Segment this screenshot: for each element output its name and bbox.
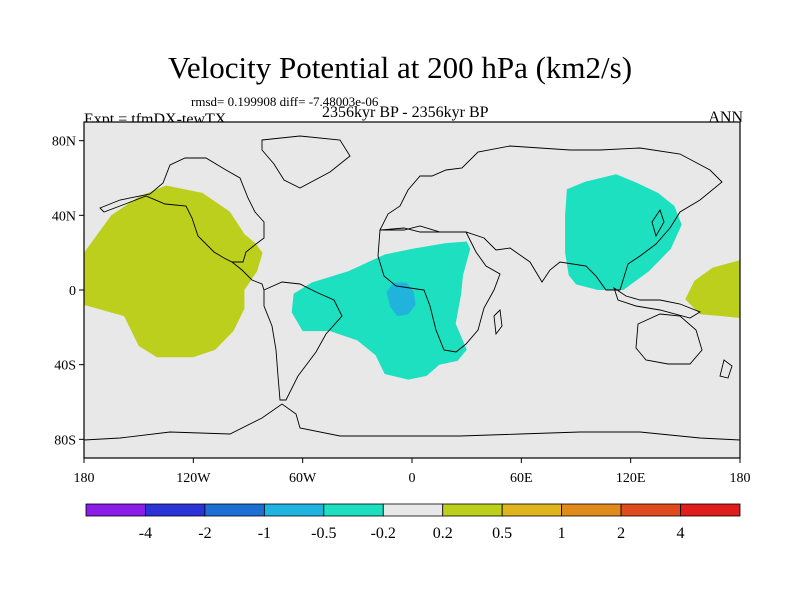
coast-south-america: [263, 281, 343, 401]
coast-antarctica: [83, 403, 741, 441]
colorbar-swatch: [501, 503, 563, 517]
stats-subtitle: rmsd= 0.199908 diff= -7.48003e-06: [191, 94, 379, 109]
coastlines: [83, 135, 741, 441]
lon-tick-label: 120E: [616, 471, 646, 486]
colorbar-swatch: [323, 503, 384, 517]
colorbar-label: 4: [677, 525, 685, 542]
lon-tick-label: 120W: [176, 471, 211, 486]
coast-new-zealand: [719, 359, 733, 379]
coast-greenland: [261, 135, 351, 189]
latitude-ticks: 80N 40N 0 40S 80S: [52, 135, 84, 448]
colorbar-swatch: [204, 503, 265, 517]
colorbar-label: -1: [258, 525, 271, 542]
period-label: 2356kyr BP - 2356kyr BP: [322, 104, 489, 121]
coast-eurasia: [379, 145, 723, 291]
lon-tick-label: 0: [409, 471, 416, 486]
colorbar-swatch: [561, 503, 622, 517]
longitude-ticks: 180 120W 60W 0 60E 120E 180: [74, 458, 751, 486]
colorbar-swatch: [145, 503, 206, 517]
region-congo-negative: [386, 282, 416, 317]
colorbar-swatch: [680, 503, 741, 517]
lat-tick-label: 80N: [52, 135, 76, 150]
region-asia-negative: [565, 174, 682, 290]
colorbar-swatch: [263, 503, 325, 517]
plot-title: Velocity Potential at 200 hPa (km2/s): [167, 50, 633, 85]
colorbar-label: -4: [139, 525, 152, 542]
coast-africa: [377, 227, 501, 353]
lat-tick-label: 40S: [54, 359, 76, 374]
lat-tick-label: 0: [69, 284, 76, 299]
lat-tick-label: 40N: [52, 209, 76, 224]
colorbar: [85, 503, 741, 517]
region-east-pacific-positive: [685, 260, 740, 318]
colorbar-label: 1: [558, 525, 566, 542]
coast-australia: [635, 313, 703, 365]
region-africa-negative: [291, 241, 471, 380]
colorbar-swatch: [85, 503, 146, 517]
colorbar-swatch: [620, 503, 681, 517]
colorbar-label: -0.5: [311, 525, 336, 542]
lat-tick-label: 80S: [54, 433, 76, 448]
lon-tick-label: 60W: [289, 471, 317, 486]
colorbar-label: -2: [198, 525, 211, 542]
contour-regions: [84, 174, 740, 380]
colorbar-label: 2: [617, 525, 625, 542]
coast-madagascar: [493, 309, 503, 336]
coast-north-america: [99, 157, 265, 263]
colorbar-swatch: [382, 503, 444, 517]
coast-central-america: [231, 261, 265, 291]
colorbar-label: 0.2: [433, 525, 453, 542]
colorbar-label: -0.2: [371, 525, 396, 542]
lon-tick-label: 60E: [510, 471, 533, 486]
coast-japan: [651, 208, 665, 238]
region-pacific-positive: [84, 185, 263, 358]
lon-tick-label: 180: [730, 471, 751, 486]
colorbar-swatch: [442, 503, 503, 517]
colorbar-labels: -4 -2 -1 -0.5 -0.2 0.2 0.5 1 2 4: [139, 525, 685, 542]
colorbar-label: 0.5: [492, 525, 512, 542]
lon-tick-label: 180: [74, 471, 95, 486]
coast-maritime: [613, 286, 702, 319]
